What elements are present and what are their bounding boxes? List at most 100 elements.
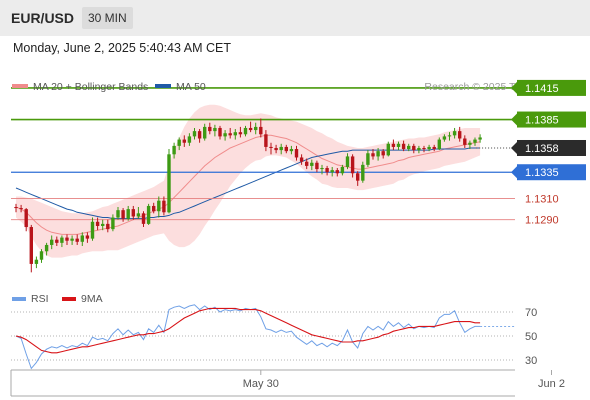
level-tag-resistance: 1.1385 — [511, 111, 586, 128]
candle-body — [29, 227, 33, 264]
candle-body — [330, 170, 334, 173]
candle-body — [55, 239, 59, 243]
level-label-support_weak: 1.1290 — [525, 215, 559, 227]
candle-body — [264, 134, 268, 147]
candle-body — [299, 157, 304, 162]
legend-label-1: MA 50 — [176, 81, 206, 93]
rsi-tick-label: 70 — [525, 307, 537, 319]
candle-body — [223, 133, 227, 137]
legend-swatch-0 — [12, 84, 28, 88]
candle-body — [95, 221, 100, 226]
candle-body — [284, 146, 288, 152]
candle-body — [80, 235, 84, 242]
candle-body — [203, 126, 207, 139]
level-tag-box — [517, 79, 586, 96]
candle-body — [279, 146, 283, 151]
candle-body — [356, 173, 360, 181]
level-tag-pointer — [511, 81, 517, 94]
candle-body — [361, 164, 365, 181]
level-tag-box — [517, 111, 586, 128]
candle-body — [167, 154, 171, 213]
candle-body — [197, 131, 202, 139]
candle-body — [386, 143, 390, 156]
candle-body — [350, 156, 355, 174]
candle-body — [401, 143, 406, 150]
candle-body — [305, 161, 309, 166]
level-tag-box — [517, 139, 586, 156]
x-tick-label: May 30 — [243, 378, 279, 390]
candle-body — [447, 135, 452, 137]
level-tag-pointer — [511, 141, 517, 154]
level-tag-label: 1.1385 — [525, 115, 559, 127]
candle-body — [391, 143, 396, 147]
candle-body — [24, 209, 28, 228]
candle-body — [427, 146, 431, 150]
candle-body — [146, 205, 151, 224]
timeframe-button[interactable]: 30 MIN — [82, 7, 133, 29]
candle-body — [422, 147, 426, 150]
candle-body — [50, 239, 54, 245]
candle-body — [340, 166, 345, 174]
candle-body — [310, 162, 314, 166]
candle-body — [228, 133, 232, 136]
candle-body — [162, 200, 166, 213]
candle-body — [259, 126, 263, 135]
candle-body — [473, 139, 477, 143]
candle-body — [177, 139, 181, 146]
rsi-tick-label: 30 — [525, 355, 537, 367]
level-tag-current: 1.1358 — [511, 139, 586, 156]
rsi-legend-label-0: RSI — [31, 293, 49, 305]
rsi-legend-swatch-1 — [62, 297, 76, 301]
candle-body — [452, 131, 457, 136]
candle-body — [44, 244, 49, 252]
candle-body — [254, 126, 258, 131]
rsi-line — [15, 304, 481, 370]
candle-body — [458, 131, 462, 139]
candle-body — [417, 147, 421, 151]
level-tag-pointer — [511, 113, 517, 126]
candle-body — [289, 149, 294, 152]
rsi-9ma-line — [15, 307, 481, 354]
candle-body — [19, 208, 23, 210]
candle-body — [172, 145, 176, 155]
bollinger-band — [16, 104, 481, 258]
candle-body — [294, 149, 299, 158]
candle-body — [121, 210, 125, 219]
rsi-legend-swatch-0 — [12, 297, 26, 301]
candle-body — [75, 238, 79, 242]
candle-body — [208, 126, 212, 132]
candle-body — [412, 145, 416, 151]
candle-body — [238, 132, 243, 135]
legend-swatch-1 — [155, 84, 171, 88]
candle-body — [106, 223, 110, 230]
candle-body — [65, 237, 69, 241]
rsi-legend-label-1: 9MA — [81, 293, 103, 305]
candle-body — [468, 142, 472, 145]
candle-body — [320, 168, 324, 170]
candle-body — [248, 127, 253, 131]
legend-label-0: MA 20 + Bollinger Bands — [33, 81, 148, 93]
candle-body — [90, 221, 95, 239]
candle-body — [14, 207, 18, 209]
candle-body — [315, 162, 319, 170]
candle-body — [116, 210, 120, 218]
candle-body — [101, 223, 105, 226]
candle-body — [85, 235, 90, 239]
candle-body — [218, 127, 222, 137]
level-tag-pointer — [511, 166, 517, 179]
candle-body — [213, 127, 217, 132]
candle-body — [131, 209, 135, 217]
candle-body — [371, 153, 375, 157]
candle-body — [136, 213, 141, 217]
candle-body — [187, 136, 192, 143]
candle-body — [182, 139, 186, 143]
candle-body — [366, 153, 370, 165]
level-tag-box — [517, 164, 586, 181]
level-tag-support: 1.1335 — [511, 164, 586, 181]
candle-body — [60, 237, 64, 243]
level-tag-resistance: 1.1415 — [511, 79, 586, 96]
candle-body — [463, 138, 467, 145]
candle-body — [34, 259, 39, 264]
candle-body — [192, 131, 197, 137]
